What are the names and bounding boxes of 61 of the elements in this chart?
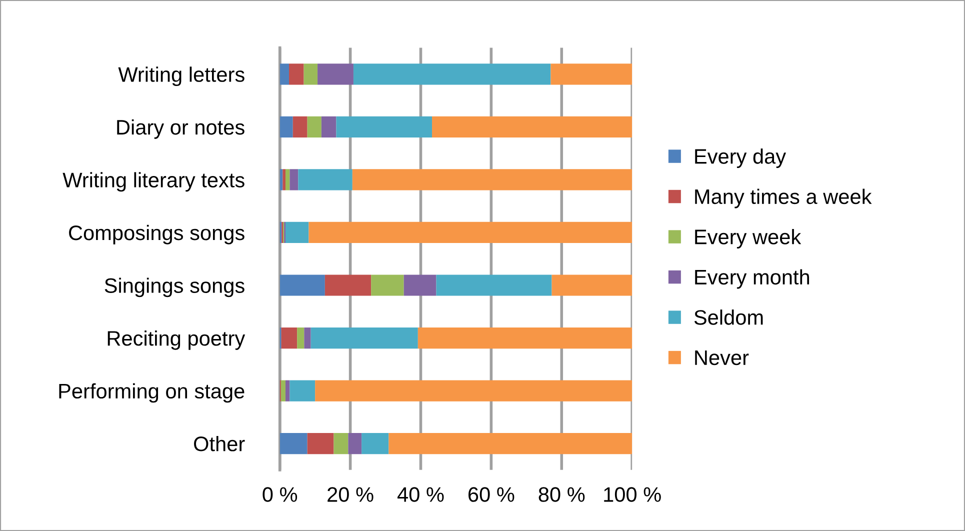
bar [285, 380, 290, 402]
y-tick-label: Diary or notes [117, 119, 244, 139]
x-tick-label: 100 % [604, 487, 661, 502]
bar [550, 64, 632, 85]
bar [307, 432, 334, 454]
bar [282, 169, 286, 190]
legend-label: Every day [695, 148, 786, 168]
x-tick-label: 20 % [328, 487, 374, 502]
bar [280, 274, 325, 296]
bar [404, 274, 436, 296]
legend-label: Every week [695, 229, 802, 248]
bar [298, 169, 352, 190]
legend-label: Never [695, 350, 749, 366]
legend-label: Every month [695, 269, 810, 289]
bar [290, 380, 316, 402]
bar [285, 169, 290, 190]
y-tick-label: Writing letters [118, 66, 244, 86]
y-tick-label: Writing literary texts [62, 172, 244, 192]
x-tick-label: 80 % [538, 487, 585, 502]
y-tick-label: Performing on stage [59, 383, 244, 403]
bar [304, 327, 311, 349]
bar [289, 64, 304, 85]
bar [285, 222, 309, 244]
x-tick-label: 0 % [262, 487, 298, 502]
x-tick-label: 60 % [468, 487, 514, 502]
bar [318, 64, 354, 85]
bar [371, 274, 404, 296]
legend-label: Many times a week [695, 188, 872, 208]
bar [307, 116, 322, 138]
bar [353, 64, 551, 85]
bar [436, 274, 552, 296]
bar [280, 64, 290, 85]
y-tick-label: Other [194, 436, 245, 452]
y-tick-label: Reciting poetry [108, 330, 246, 350]
bar [310, 327, 418, 349]
bar [418, 327, 632, 349]
y-tick-label: Singings songs [104, 278, 244, 298]
x-tick-label: 40 % [397, 487, 444, 502]
bar [388, 432, 632, 454]
bar [552, 274, 632, 296]
bar [336, 116, 432, 138]
bar [280, 432, 308, 454]
bar [432, 116, 632, 138]
bar [334, 432, 348, 454]
legend-label: Seldom [694, 310, 763, 325]
bar [281, 327, 298, 349]
bar [297, 327, 304, 349]
bar [315, 380, 632, 402]
bar [362, 432, 389, 454]
bar [280, 116, 293, 138]
bar [352, 169, 632, 190]
bar [321, 116, 336, 138]
bar [290, 169, 298, 190]
bar [292, 116, 308, 138]
bar [348, 432, 362, 454]
bar [308, 222, 632, 244]
bar [324, 274, 372, 296]
bar [304, 64, 318, 85]
bar [280, 380, 286, 402]
bar [280, 169, 283, 190]
y-tick-label: Composings songs [69, 224, 244, 244]
